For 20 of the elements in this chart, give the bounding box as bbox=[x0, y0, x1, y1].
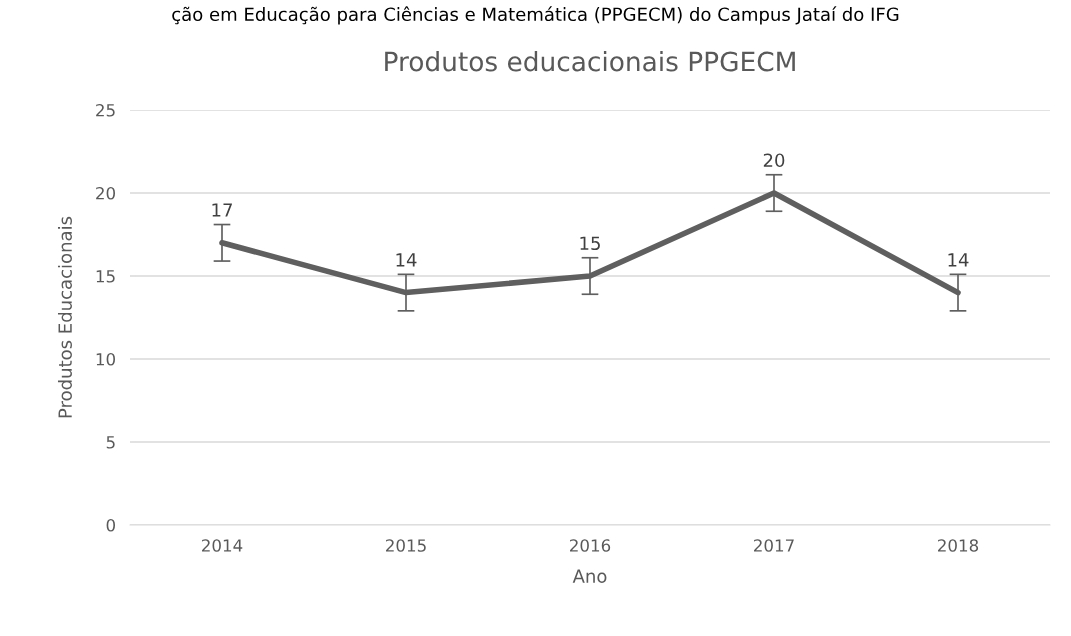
x-tick-label: 2014 bbox=[202, 539, 243, 552]
y-tick-label: 0 bbox=[106, 518, 115, 532]
y-tick-label: 15 bbox=[96, 270, 115, 283]
x-tick-label: 2017 bbox=[754, 539, 794, 552]
data-label: 17 bbox=[212, 203, 232, 217]
y-axis-title: Produtos Educacionais bbox=[57, 216, 72, 418]
data-label: 20 bbox=[763, 153, 785, 168]
text: ção em Educação para Ciências e Matemática (PPGECM) do Campus Jataí do IFG bbox=[172, 6, 899, 25]
y-tick-label: 25 bbox=[96, 103, 115, 117]
y-tick-label: 5 bbox=[106, 436, 115, 449]
x-tick-label: 2016 bbox=[570, 539, 611, 552]
y-tick-label: 20 bbox=[96, 186, 115, 200]
data-label: 14 bbox=[396, 253, 417, 267]
data-label: 15 bbox=[580, 236, 600, 251]
x-tick-label: 2015 bbox=[386, 539, 426, 552]
y-tick-label: 10 bbox=[96, 352, 115, 366]
x-axis-title: Ano bbox=[572, 569, 607, 583]
data-label: 14 bbox=[948, 253, 969, 267]
chart-title: Produtos educacionais PPGECM bbox=[385, 51, 795, 72]
x-tick-label: 2018 bbox=[938, 539, 979, 552]
